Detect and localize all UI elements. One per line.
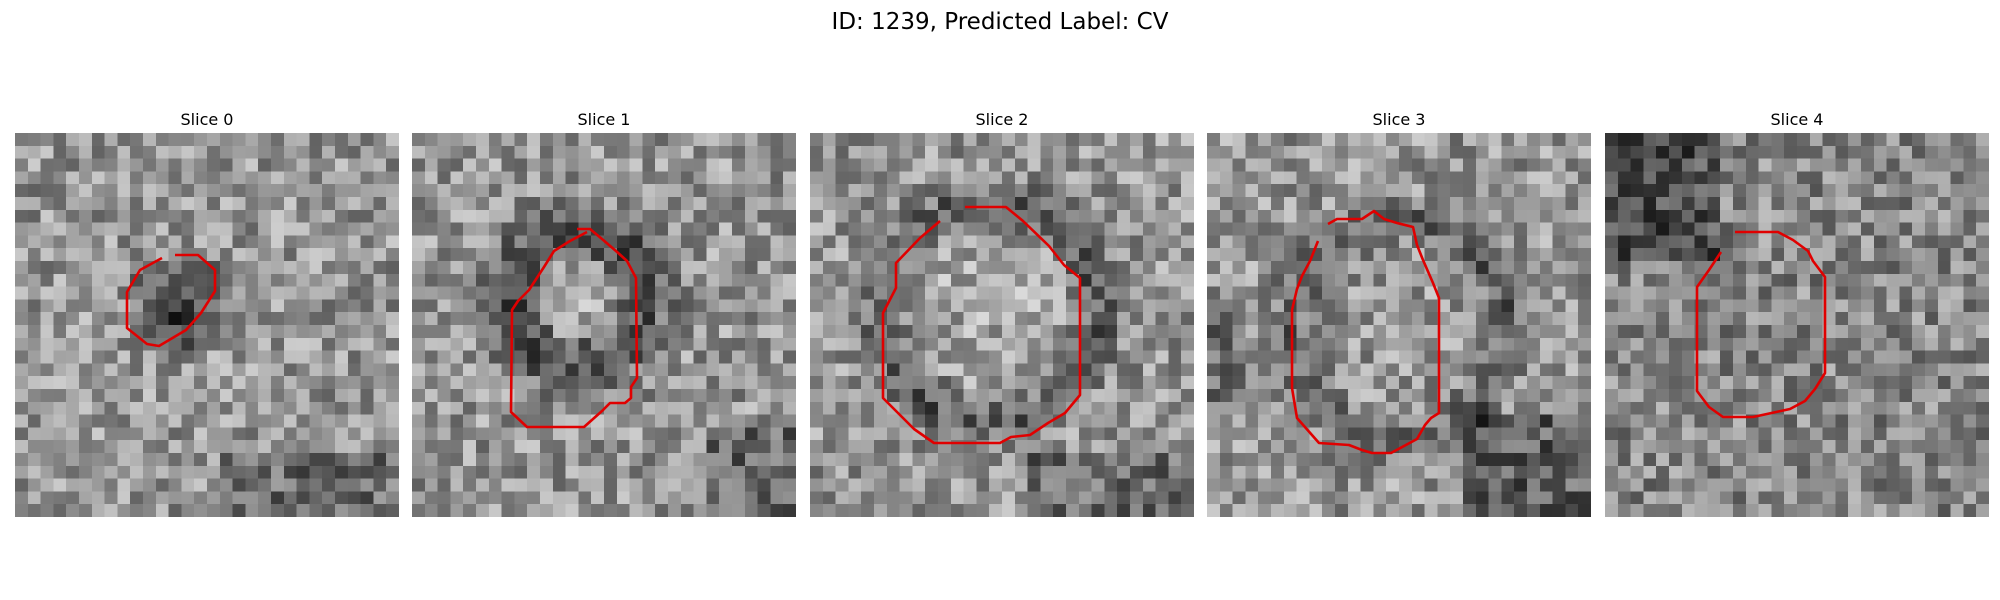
slice-panel-0: Slice 0	[15, 108, 399, 517]
grayscale-tile-3	[1207, 133, 1591, 517]
slice-image-1	[412, 133, 796, 517]
slice-panel-3: Slice 3	[1207, 108, 1591, 517]
slice-image-3	[1207, 133, 1591, 517]
slice-image-0	[15, 133, 399, 517]
slice-panel-4: Slice 4	[1605, 108, 1989, 517]
slice-title-4: Slice 4	[1770, 110, 1824, 129]
red-contour-1	[509, 227, 639, 429]
red-contour-4	[1695, 230, 1827, 419]
segmentation-overlay-1	[509, 227, 639, 429]
red-contour-3	[1290, 209, 1441, 455]
grayscale-tile-2	[810, 133, 1194, 517]
slice-image-2	[810, 133, 1194, 517]
segmentation-overlay-0	[125, 253, 217, 348]
segmentation-overlay-2	[881, 205, 1082, 445]
slice-title-2: Slice 2	[975, 110, 1029, 129]
slice-title-0: Slice 0	[180, 110, 234, 129]
slice-image-4	[1605, 133, 1989, 517]
segmentation-overlay-4	[1695, 230, 1827, 419]
red-contour-0	[125, 253, 217, 348]
slice-title-3: Slice 3	[1372, 110, 1426, 129]
red-contour-2	[881, 205, 1082, 445]
segmentation-overlay-3	[1290, 209, 1441, 455]
grayscale-tile-0	[15, 133, 399, 517]
figure-title: ID: 1239, Predicted Label: CV	[831, 9, 1169, 35]
grayscale-tile-1	[412, 133, 796, 517]
slice-title-1: Slice 1	[577, 110, 631, 129]
grayscale-tile-4	[1605, 133, 1989, 517]
slice-panel-2: Slice 2	[810, 108, 1194, 517]
slice-panel-1: Slice 1	[412, 108, 796, 517]
